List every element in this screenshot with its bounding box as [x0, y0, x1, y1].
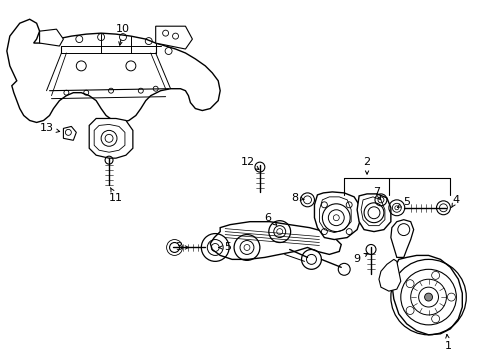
Polygon shape — [314, 192, 360, 239]
Polygon shape — [319, 197, 350, 233]
Text: 12: 12 — [241, 157, 259, 170]
Text: 2: 2 — [363, 157, 370, 174]
Text: 10: 10 — [116, 24, 130, 45]
Text: 11: 11 — [109, 188, 123, 203]
Polygon shape — [210, 222, 341, 260]
Text: 7: 7 — [373, 187, 380, 200]
Polygon shape — [356, 194, 390, 231]
Text: 1: 1 — [444, 334, 451, 351]
Text: 5: 5 — [218, 243, 231, 252]
Polygon shape — [391, 255, 461, 335]
Circle shape — [424, 293, 432, 301]
Text: 3: 3 — [175, 243, 188, 252]
Text: 6: 6 — [264, 213, 276, 225]
Text: 8: 8 — [290, 193, 304, 203]
Polygon shape — [378, 260, 400, 291]
Polygon shape — [63, 126, 76, 140]
Text: 9: 9 — [353, 253, 367, 264]
Polygon shape — [40, 29, 63, 46]
Text: 4: 4 — [450, 195, 459, 208]
Polygon shape — [390, 220, 413, 257]
Polygon shape — [89, 118, 133, 158]
Polygon shape — [360, 197, 384, 226]
Polygon shape — [7, 19, 220, 122]
Text: 13: 13 — [40, 123, 60, 134]
Polygon shape — [94, 125, 124, 152]
Polygon shape — [155, 26, 192, 49]
Text: 5: 5 — [397, 197, 409, 207]
